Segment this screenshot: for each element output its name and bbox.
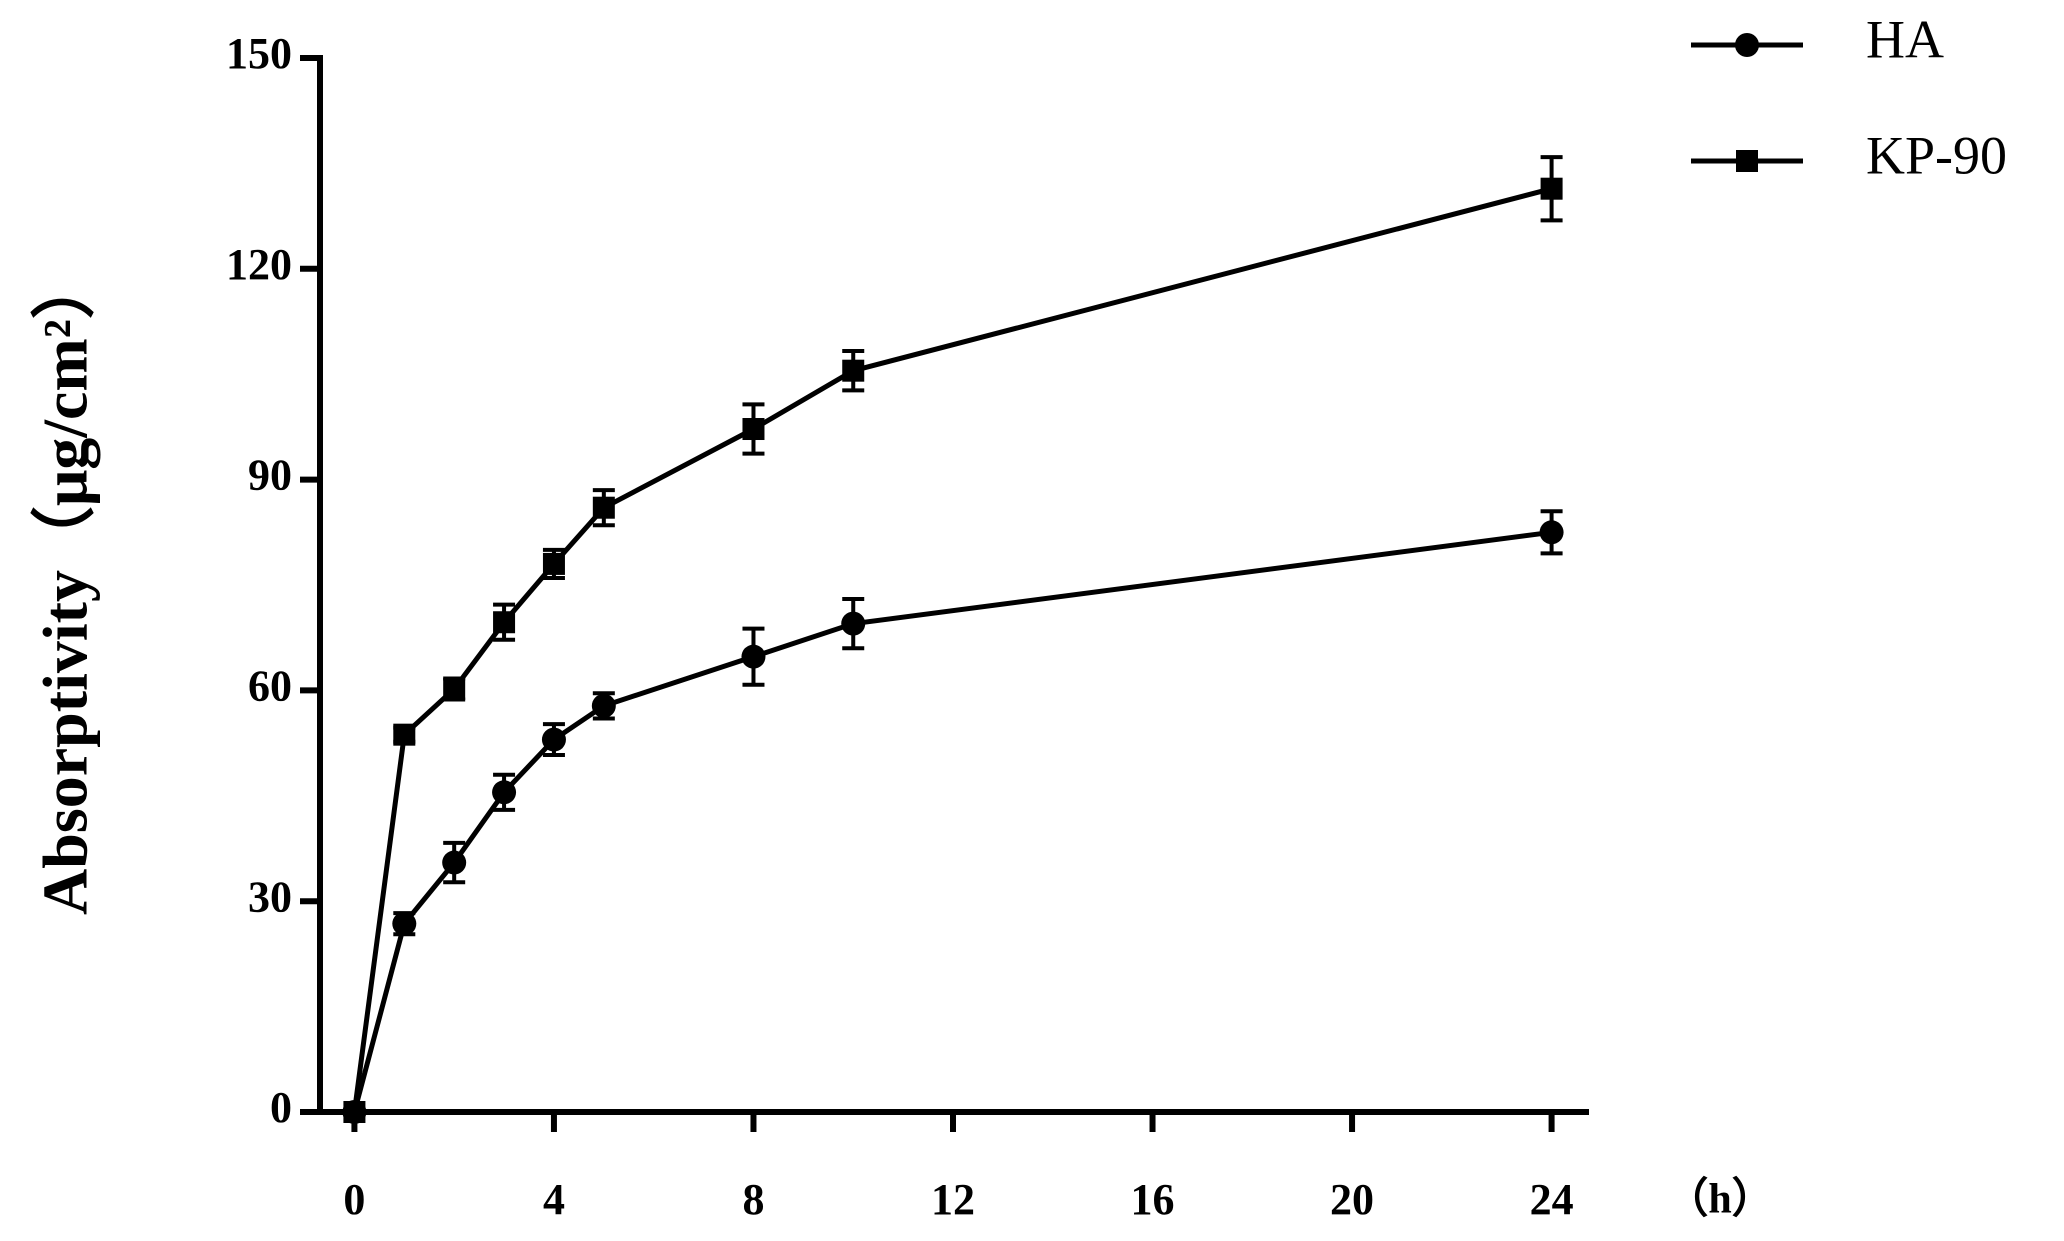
x-axis-label: （h） — [1666, 1176, 1773, 1223]
legend-label: HA — [1866, 9, 1944, 69]
y-tick-label: 120 — [226, 240, 292, 289]
marker — [442, 850, 467, 875]
marker — [1735, 33, 1759, 57]
marker — [1539, 520, 1564, 545]
x-tick-label: 20 — [1330, 1175, 1374, 1224]
y-tick-label: 150 — [226, 29, 292, 78]
marker — [492, 780, 517, 805]
marker — [1736, 150, 1758, 172]
marker — [841, 611, 866, 636]
marker — [343, 1101, 366, 1123]
x-tick-label: 16 — [1131, 1175, 1175, 1224]
x-tick-label: 24 — [1530, 1175, 1574, 1224]
marker — [542, 552, 565, 575]
marker — [393, 723, 416, 746]
marker — [1540, 177, 1563, 200]
marker — [742, 418, 765, 441]
x-tick-label: 4 — [543, 1175, 565, 1224]
marker — [592, 496, 615, 519]
y-tick-label: 90 — [248, 451, 292, 500]
x-tick-label: 0 — [343, 1175, 365, 1224]
y-axis-label: Absorptivity（μg/cm²） — [30, 255, 101, 915]
marker — [541, 727, 566, 752]
marker — [842, 359, 865, 382]
series-line — [351, 186, 1553, 1113]
y-tick-label: 30 — [248, 872, 292, 921]
marker — [591, 693, 616, 718]
marker — [392, 911, 417, 936]
legend-label: KP-90 — [1866, 125, 2007, 185]
marker — [443, 677, 466, 700]
marker — [741, 644, 766, 669]
marker — [493, 611, 516, 634]
y-tick-label: 60 — [248, 661, 292, 710]
x-tick-label: 8 — [742, 1175, 764, 1224]
y-tick-label: 0 — [270, 1083, 292, 1132]
x-tick-label: 12 — [931, 1175, 975, 1224]
series-line — [352, 529, 1552, 1113]
